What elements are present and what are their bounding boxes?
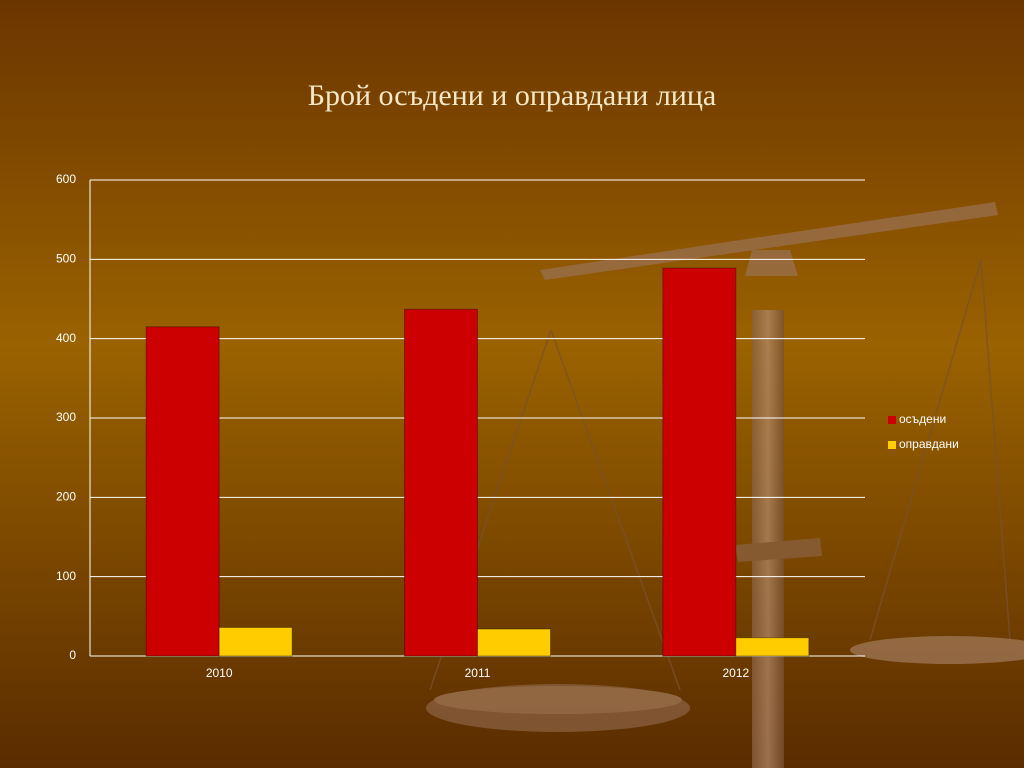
y-tick-label: 500	[56, 252, 76, 266]
y-tick-label: 100	[56, 569, 76, 583]
x-tick-label: 2010	[206, 666, 233, 680]
y-tick-label: 400	[56, 331, 76, 345]
legend-swatch	[888, 416, 896, 424]
legend-label: оправдани	[899, 437, 959, 451]
y-tick-label: 600	[56, 172, 76, 186]
bar	[145, 326, 220, 657]
x-tick-label: 2011	[465, 666, 491, 680]
bar	[662, 267, 737, 657]
chart-title: Брой осъдени и оправдани лица	[308, 79, 716, 112]
y-tick-label: 0	[69, 648, 76, 662]
legend-label: осъдени	[899, 412, 946, 426]
bar	[218, 626, 293, 657]
bar	[404, 308, 478, 657]
x-tick-label: 2012	[722, 666, 749, 680]
y-tick-label: 300	[56, 410, 76, 424]
bar	[477, 628, 551, 657]
y-tick-label: 200	[56, 490, 76, 504]
bar	[735, 637, 810, 657]
legend-swatch	[888, 441, 896, 449]
scales-decoration	[426, 202, 1024, 768]
